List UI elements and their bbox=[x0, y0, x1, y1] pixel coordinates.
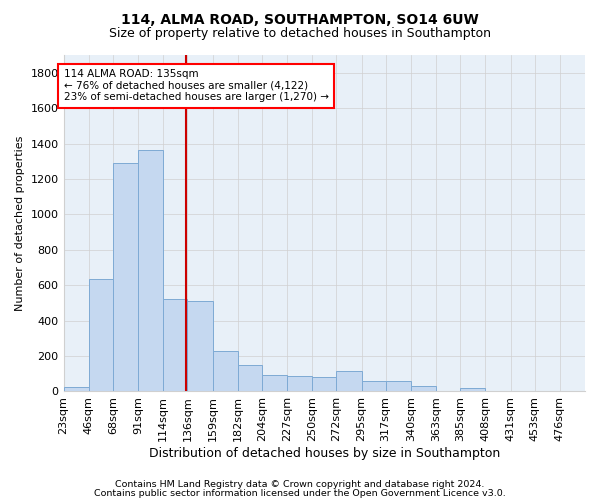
Bar bbox=[411, 386, 436, 392]
Text: Contains public sector information licensed under the Open Government Licence v3: Contains public sector information licen… bbox=[94, 488, 506, 498]
Text: 114 ALMA ROAD: 135sqm
← 76% of detached houses are smaller (4,122)
23% of semi-d: 114 ALMA ROAD: 135sqm ← 76% of detached … bbox=[64, 69, 329, 102]
Bar bbox=[163, 300, 187, 392]
Text: Size of property relative to detached houses in Southampton: Size of property relative to detached ho… bbox=[109, 28, 491, 40]
Text: 114, ALMA ROAD, SOUTHAMPTON, SO14 6UW: 114, ALMA ROAD, SOUTHAMPTON, SO14 6UW bbox=[121, 12, 479, 26]
Bar bbox=[436, 390, 460, 392]
Bar bbox=[212, 350, 238, 392]
Bar bbox=[113, 163, 138, 392]
Bar bbox=[287, 376, 312, 392]
Bar bbox=[362, 381, 386, 392]
Bar bbox=[386, 381, 411, 392]
Text: Contains HM Land Registry data © Crown copyright and database right 2024.: Contains HM Land Registry data © Crown c… bbox=[115, 480, 485, 489]
X-axis label: Distribution of detached houses by size in Southampton: Distribution of detached houses by size … bbox=[149, 447, 500, 460]
Bar bbox=[138, 150, 163, 392]
Bar bbox=[312, 378, 337, 392]
Y-axis label: Number of detached properties: Number of detached properties bbox=[15, 136, 25, 311]
Bar bbox=[485, 390, 511, 392]
Bar bbox=[89, 279, 113, 392]
Bar bbox=[511, 390, 535, 392]
Bar bbox=[187, 301, 212, 392]
Bar bbox=[337, 371, 362, 392]
Bar bbox=[238, 365, 262, 392]
Bar bbox=[262, 374, 287, 392]
Bar bbox=[460, 388, 485, 392]
Bar bbox=[64, 387, 89, 392]
